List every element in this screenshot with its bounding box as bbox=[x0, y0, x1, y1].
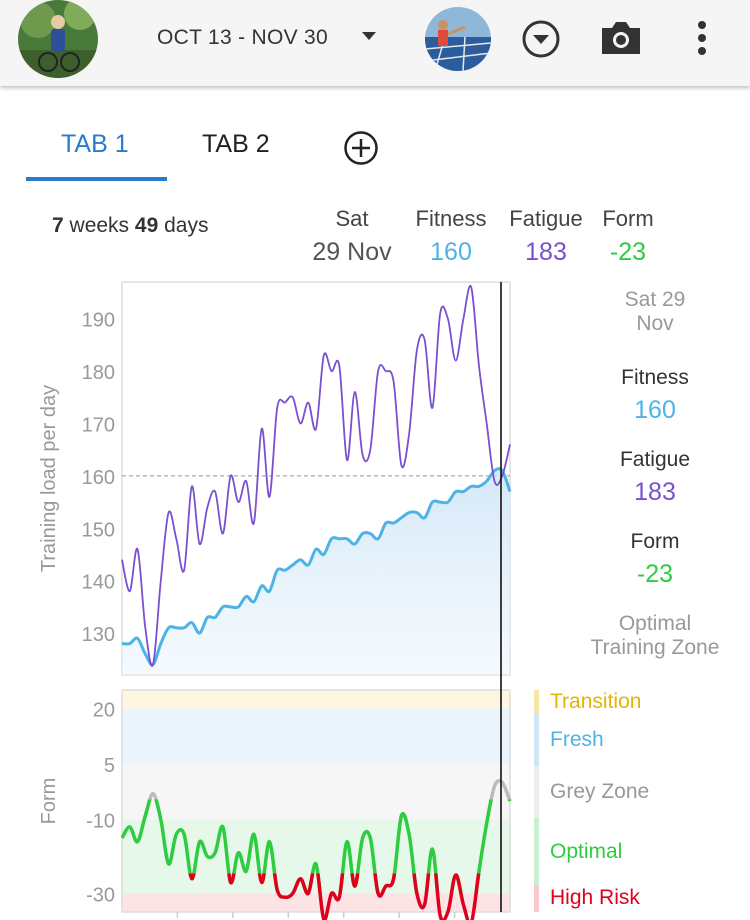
form-line-green bbox=[120, 799, 512, 894]
camera-icon[interactable] bbox=[600, 20, 642, 61]
active-tab-indicator bbox=[26, 177, 167, 181]
form-chart: 20 5 -10 -30 Form bbox=[38, 689, 512, 920]
summary-form-value: -23 bbox=[609, 238, 647, 266]
tab-2[interactable]: TAB 2 bbox=[202, 130, 270, 158]
y-tick-label-top: 150 bbox=[82, 519, 115, 541]
app-toolbar: OCT 13 - NOV 30 bbox=[0, 0, 750, 86]
cursor-fatigue-label: Fatigue bbox=[619, 448, 691, 471]
y-tick-label-top: 190 bbox=[82, 310, 115, 332]
form-plot-area bbox=[121, 689, 511, 913]
y-axis-label-top: Training load per day bbox=[38, 385, 60, 572]
summary-form-label: Form bbox=[602, 206, 654, 231]
days-label: days bbox=[164, 214, 209, 237]
cursor-fatigue-value: 183 bbox=[634, 478, 676, 506]
summary-fatigue: Fatigue 183 bbox=[502, 206, 590, 267]
cursor-fitness-label: Fitness bbox=[621, 366, 689, 389]
summary-date: Sat 29 Nov bbox=[300, 206, 404, 267]
fitness-line bbox=[121, 467, 512, 667]
legend-transition: Transition bbox=[550, 690, 642, 713]
training-load-plot-area bbox=[121, 281, 511, 676]
cursor-zone-line1: Optimal bbox=[618, 612, 692, 635]
tab-1[interactable]: TAB 1 bbox=[61, 130, 129, 158]
summary-form: Form -23 bbox=[592, 206, 664, 267]
cursor-date: Sat 29 Nov bbox=[560, 288, 750, 336]
legend-bar-high-risk bbox=[534, 886, 539, 912]
cursor-date-line1: Sat 29 bbox=[624, 288, 686, 311]
fitness-area bbox=[122, 468, 510, 675]
form-line-red bbox=[188, 873, 481, 920]
zone-transition bbox=[122, 690, 510, 709]
legend-bar-transition bbox=[534, 690, 539, 714]
y-tick-label-top: 180 bbox=[82, 362, 115, 384]
y-tick-label-top: 170 bbox=[82, 414, 115, 436]
circle-dropdown-icon[interactable] bbox=[520, 18, 562, 65]
summary-fitness-value: 160 bbox=[430, 238, 472, 266]
y-tick-label-bottom: -10 bbox=[86, 811, 115, 833]
y-tick-label-bottom: -30 bbox=[86, 885, 115, 907]
y-tick-label-top: 140 bbox=[82, 572, 115, 594]
y-tick-label-top: 130 bbox=[82, 624, 115, 646]
summary-fatigue-value: 183 bbox=[525, 238, 567, 266]
cursor-date-line2: Nov bbox=[636, 312, 674, 335]
summary-fitness-label: Fitness bbox=[415, 206, 487, 231]
cursor-form: Form -23 bbox=[560, 530, 750, 589]
weeks-label: weeks bbox=[69, 214, 130, 237]
cursor-fitness: Fitness 160 bbox=[560, 366, 750, 425]
zone-optimal bbox=[122, 819, 510, 894]
profile-photo[interactable] bbox=[425, 7, 491, 71]
legend-bar-grey bbox=[534, 766, 539, 818]
zone-fresh bbox=[122, 708, 510, 764]
y-axis-label-bottom: Form bbox=[38, 778, 60, 825]
summary-day-date: 29 Nov bbox=[312, 238, 392, 266]
tab-bar: TAB 1 TAB 2 bbox=[0, 110, 750, 184]
more-vert-icon[interactable] bbox=[697, 20, 707, 61]
add-tab-icon[interactable] bbox=[343, 130, 379, 171]
y-tick-label-top: 160 bbox=[82, 467, 115, 489]
cursor-form-label: Form bbox=[630, 530, 680, 553]
cursor-fitness-value: 160 bbox=[634, 396, 676, 424]
cursor-zone: Optimal Training Zone bbox=[560, 612, 750, 660]
legend-optimal: Optimal bbox=[550, 840, 623, 863]
fatigue-line bbox=[121, 284, 511, 667]
cursor-zone-line2: Training Zone bbox=[590, 636, 720, 659]
form-line-grey bbox=[142, 779, 512, 820]
legend-bar-fresh bbox=[534, 714, 539, 766]
legend-fresh: Fresh bbox=[550, 728, 604, 751]
period-summary: 7 weeks 49 days bbox=[52, 214, 208, 238]
days-count: 49 bbox=[134, 214, 159, 237]
summary-day-name: Sat bbox=[335, 206, 369, 231]
cursor-fatigue: Fatigue 183 bbox=[560, 448, 750, 507]
legend-grey-zone: Grey Zone bbox=[550, 780, 650, 803]
weeks-count: 7 bbox=[52, 214, 64, 237]
zone-high-risk bbox=[122, 893, 510, 912]
y-tick-label-bottom: 20 bbox=[93, 700, 115, 722]
legend-high-risk: High Risk bbox=[550, 886, 640, 909]
y-tick-label-bottom: 5 bbox=[104, 755, 115, 777]
cursor-form-value: -23 bbox=[636, 560, 674, 588]
chevron-down-icon[interactable] bbox=[362, 32, 376, 40]
date-range-label[interactable]: OCT 13 - NOV 30 bbox=[157, 26, 329, 49]
summary-fitness: Fitness 160 bbox=[406, 206, 496, 267]
profile-avatar[interactable] bbox=[18, 0, 98, 78]
summary-fatigue-label: Fatigue bbox=[509, 206, 583, 231]
legend-bar-optimal bbox=[534, 818, 539, 886]
training-load-chart: 130 140 150 160 170 180 190 Training load per d… bbox=[38, 281, 512, 676]
zone-grey bbox=[122, 764, 510, 820]
